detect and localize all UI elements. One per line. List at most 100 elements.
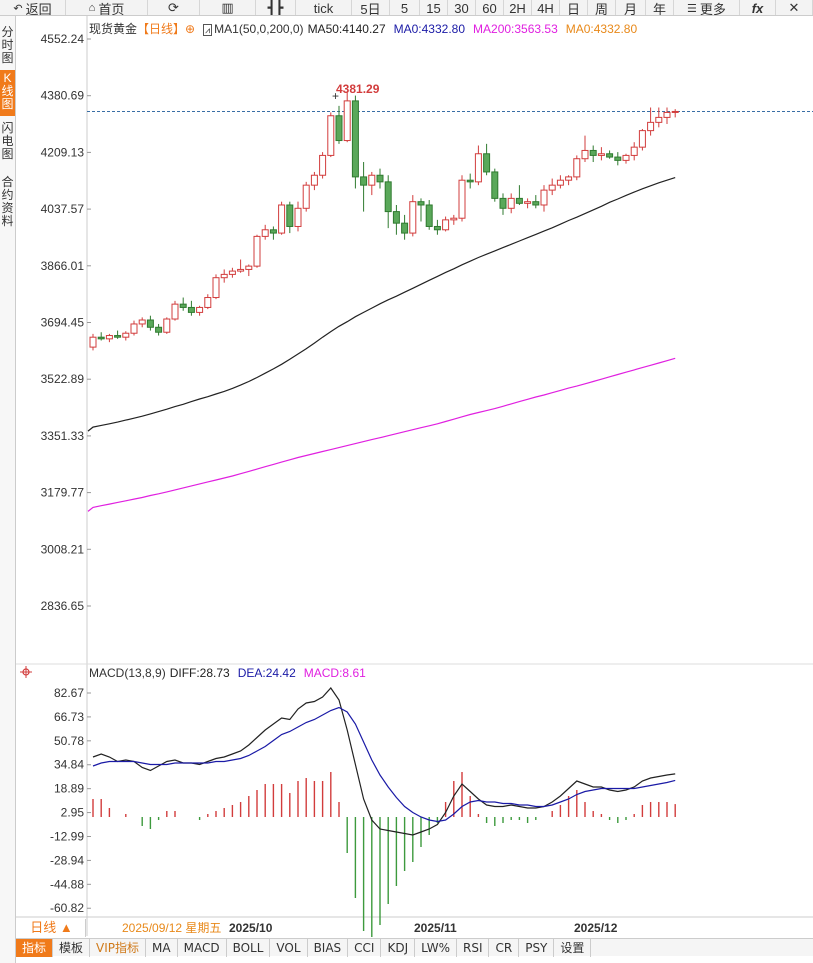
candle-body bbox=[671, 110, 679, 113]
indicator-button[interactable]: ┫┣ bbox=[256, 0, 296, 15]
tab-templates[interactable]: 模板 bbox=[53, 939, 91, 957]
high-price-label: 4381.29 bbox=[336, 82, 380, 96]
candle-body bbox=[483, 153, 491, 173]
tab-indicators[interactable]: 指标 bbox=[16, 939, 54, 957]
formula-button[interactable]: fx bbox=[740, 0, 776, 15]
tab-macd[interactable]: MACD bbox=[178, 939, 227, 957]
candle-body bbox=[442, 219, 450, 231]
start-date-label: 2025/09/12 星期五 bbox=[122, 921, 222, 935]
period-5min[interactable]: 5 bbox=[390, 0, 420, 15]
candle-body bbox=[212, 277, 220, 299]
kline-chart-area[interactable]: 4552.24 4380.69 4209.13 4037.57 3866.01 3694.… bbox=[16, 16, 813, 938]
main-legend: 现货黄金【日线】⊕ ⩘ MA1(50,0,200,0) MA50:4140.27 MA0… bbox=[89, 20, 637, 37]
tab-kline-chart[interactable]: K线图 bbox=[0, 70, 15, 116]
tab-lw[interactable]: LW% bbox=[415, 939, 457, 957]
candle-body bbox=[466, 179, 474, 183]
period-week[interactable]: 周 bbox=[588, 0, 616, 15]
ma-lines bbox=[87, 177, 676, 512]
candle-body bbox=[89, 336, 97, 348]
tab-cr[interactable]: CR bbox=[489, 939, 520, 957]
candle-body bbox=[491, 171, 499, 199]
price-tick-label: 4552.24 bbox=[41, 32, 85, 46]
candle-body bbox=[360, 176, 368, 186]
candle-body bbox=[163, 318, 171, 333]
tab-ma[interactable]: MA bbox=[146, 939, 178, 957]
period-60min[interactable]: 60 bbox=[476, 0, 504, 15]
period-30min[interactable]: 30 bbox=[448, 0, 476, 15]
macd-tick-label: -12.99 bbox=[50, 829, 84, 843]
tab-settings[interactable]: 设置 bbox=[554, 939, 592, 957]
macd-settings-icon[interactable] bbox=[20, 666, 32, 678]
tick-button[interactable]: tick bbox=[296, 0, 352, 15]
home-icon: ⌂ bbox=[88, 2, 96, 14]
period-month[interactable]: 月 bbox=[616, 0, 646, 15]
tab-vol[interactable]: VOL bbox=[270, 939, 308, 957]
candlestick-chart-icon: ▥ bbox=[221, 0, 234, 15]
candle-body bbox=[540, 189, 548, 206]
macd-title[interactable]: MACD(13,8,9) bbox=[89, 666, 166, 680]
period-15min[interactable]: 15 bbox=[420, 0, 448, 15]
tab-bias[interactable]: BIAS bbox=[308, 939, 349, 957]
candle-body bbox=[138, 319, 146, 325]
ma200-line bbox=[87, 357, 676, 512]
period-select-button[interactable]: 日线 ▲ bbox=[18, 919, 86, 937]
period-year[interactable]: 年 bbox=[646, 0, 674, 15]
period-4h[interactable]: 4H bbox=[532, 0, 560, 15]
tab-kdj[interactable]: KDJ bbox=[381, 939, 416, 957]
tab-boll[interactable]: BOLL bbox=[227, 939, 271, 957]
ma-params[interactable]: MA1(50,0,200,0) bbox=[214, 22, 304, 36]
chart-type-button[interactable]: ▥ bbox=[200, 0, 256, 15]
candle-body bbox=[417, 201, 425, 206]
candle-body bbox=[524, 201, 532, 204]
candle-body bbox=[515, 197, 523, 204]
macd-bars bbox=[92, 772, 676, 937]
tab-vip-indicators[interactable]: VIP指标 bbox=[90, 939, 147, 957]
candle-body bbox=[253, 235, 261, 267]
macd-diff: DIFF:28.73 bbox=[169, 666, 230, 680]
candle-body bbox=[499, 197, 507, 209]
tab-psy[interactable]: PSY bbox=[519, 939, 555, 957]
candle-body bbox=[630, 146, 638, 156]
candle-body bbox=[638, 130, 646, 148]
candle-body bbox=[573, 158, 581, 178]
close-button[interactable]: ✕ bbox=[776, 0, 813, 15]
period-2h[interactable]: 2H bbox=[504, 0, 532, 15]
price-tick-label: 3008.21 bbox=[41, 542, 85, 556]
candle-body bbox=[351, 100, 359, 178]
period-5day[interactable]: 5日 bbox=[352, 0, 390, 15]
candle-body bbox=[122, 332, 130, 338]
candle-body bbox=[130, 323, 138, 334]
back-button[interactable]: ↶ 返回 bbox=[0, 0, 66, 15]
tab-cci[interactable]: CCI bbox=[348, 939, 382, 957]
top-toolbar: ↶ 返回 ⌂ 首页 ⟳ ▥ ┫┣ tick 5日 5 15 30 60 2H 4H … bbox=[0, 0, 813, 16]
chart-style-icon[interactable]: ⩘ bbox=[203, 24, 213, 36]
candle-body bbox=[589, 149, 597, 156]
macd-value: MACD:8.61 bbox=[303, 666, 366, 680]
ma200-value: MA200:3563.53 bbox=[473, 22, 558, 36]
macd-lines bbox=[92, 687, 676, 836]
price-tick-label: 3351.33 bbox=[41, 429, 85, 443]
date-dec-label: 2025/12 bbox=[574, 921, 618, 935]
high-crosshair-icon: + bbox=[332, 89, 339, 103]
candle-body bbox=[409, 201, 417, 234]
candle-body bbox=[606, 153, 614, 158]
add-compare-icon[interactable]: ⊕ bbox=[185, 22, 196, 36]
macd-legend: MACD(13,8,9) DIFF:28.73 DEA:24.42 MACD:8.61 bbox=[89, 666, 366, 680]
candle-body bbox=[228, 270, 236, 275]
candle-body bbox=[425, 204, 433, 227]
more-button[interactable]: ☰ 更多 bbox=[674, 0, 740, 15]
tab-time-chart[interactable]: 分时图 bbox=[1, 25, 14, 65]
candle-body bbox=[319, 154, 327, 176]
period-day[interactable]: 日 bbox=[560, 0, 588, 15]
tab-flash-chart[interactable]: 闪电图 bbox=[1, 121, 14, 161]
tab-contract-info[interactable]: 合约资料 bbox=[1, 175, 14, 228]
price-tick-label: 4380.69 bbox=[41, 89, 85, 103]
home-button[interactable]: ⌂ 首页 bbox=[66, 0, 148, 15]
price-axis: 4552.24 4380.69 4209.13 4037.57 3866.01 3694.… bbox=[41, 32, 813, 613]
refresh-button[interactable]: ⟳ bbox=[148, 0, 200, 15]
back-arrow-icon: ↶ bbox=[13, 2, 23, 15]
price-tick-label: 3522.89 bbox=[41, 372, 85, 386]
tab-rsi[interactable]: RSI bbox=[457, 939, 490, 957]
candlestick-bars-icon: ┫┣ bbox=[267, 0, 284, 15]
candle-body bbox=[302, 184, 310, 209]
